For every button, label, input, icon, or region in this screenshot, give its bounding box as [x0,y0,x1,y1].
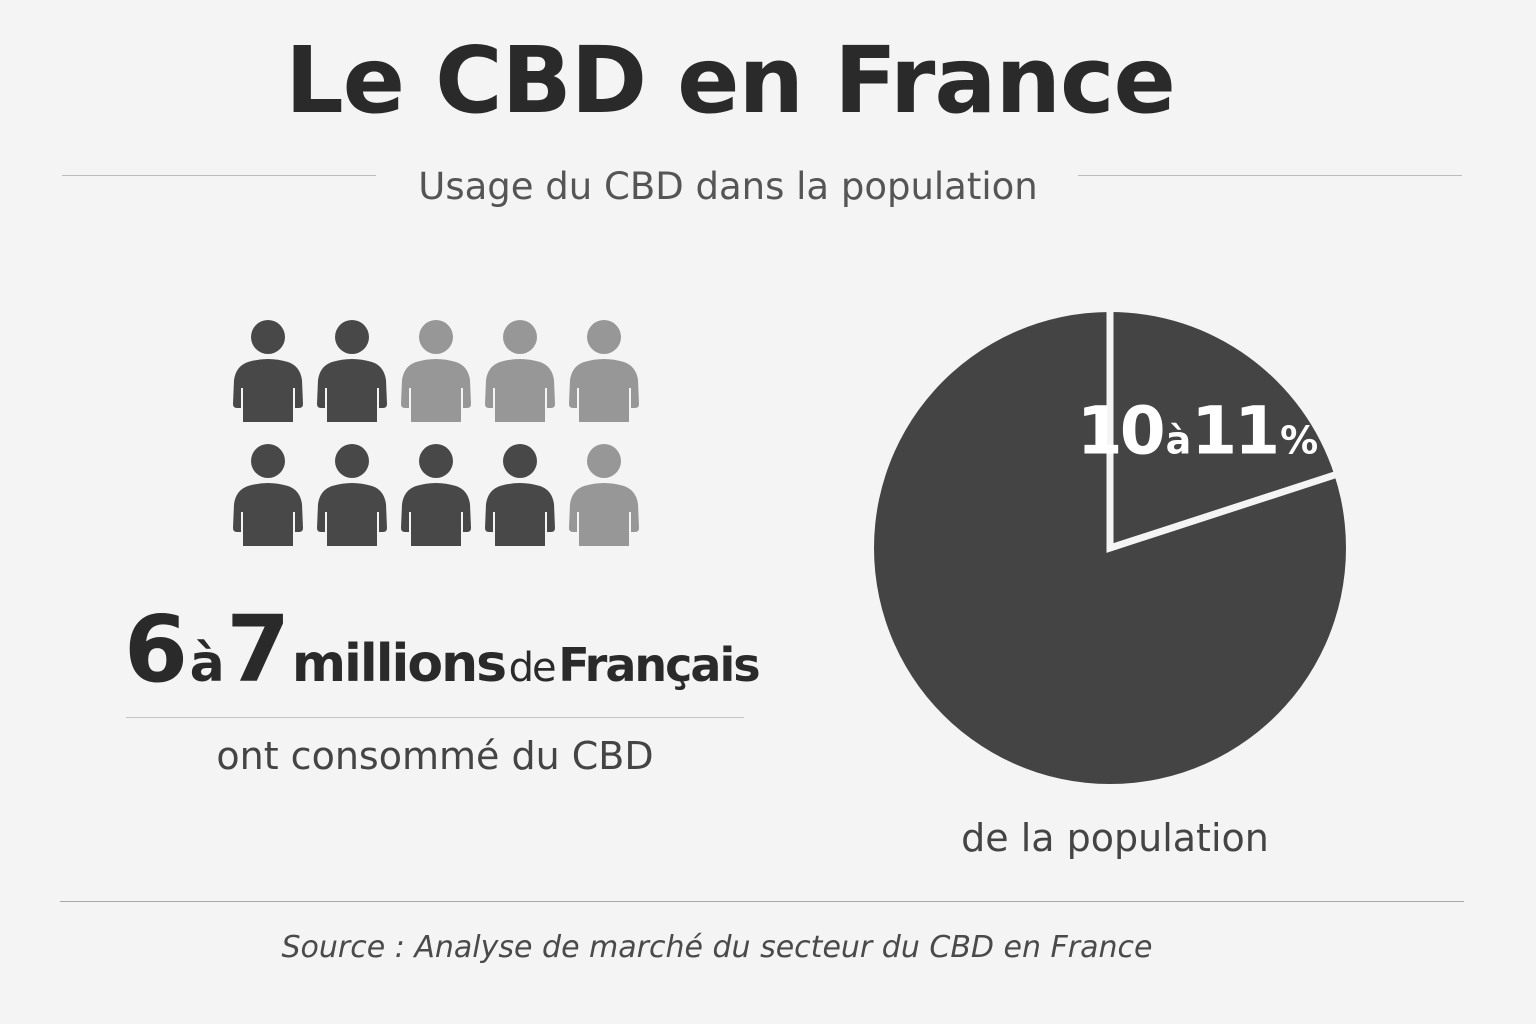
section-subtitle: Usage du CBD dans la population [418,165,1038,208]
page-title: Le CBD en France [285,27,1176,134]
source-citation: Source : Analyse de marché du secteur du… [281,930,1153,965]
person-icon [484,442,556,548]
person-icon [400,318,472,424]
stat-high-value: 7 [226,596,290,703]
pie-slice-highlight [1110,312,1335,548]
pie-slice-label: 10à11% [1077,393,1317,470]
stat-connector: à [189,634,225,694]
stat-unit: millions [291,634,507,694]
pie-caption: de la population [961,816,1269,860]
subtitle-right-divider [1078,175,1462,176]
pie-label-connector: à [1166,419,1189,463]
person-icon [232,442,304,548]
stat-low-value: 6 [124,596,188,703]
person-icon [568,442,640,548]
pie-label-high: 11 [1191,393,1277,470]
pie-chart-svg: 10à11% [874,312,1346,784]
pie-label-unit: % [1280,419,1317,463]
person-icon [316,318,388,424]
person-icon [232,318,304,424]
person-icon [484,318,556,424]
person-icon [316,442,388,548]
consumer-count-stat: 6 à 7 millions de Français [124,604,824,696]
person-icon [400,442,472,548]
footer-divider [60,901,1464,902]
stat-divider [126,717,744,718]
stat-connector-2: de [508,645,557,691]
pie-chart: 10à11% [868,312,1364,792]
pie-label-low: 10 [1077,393,1163,470]
stat-caption: ont consommé du CBD [216,734,654,778]
pie-slice-separator [1106,312,1342,553]
person-icon [568,318,640,424]
subtitle-left-divider [62,175,376,176]
stat-group: Français [558,638,760,692]
person-icon-grid [232,318,652,550]
